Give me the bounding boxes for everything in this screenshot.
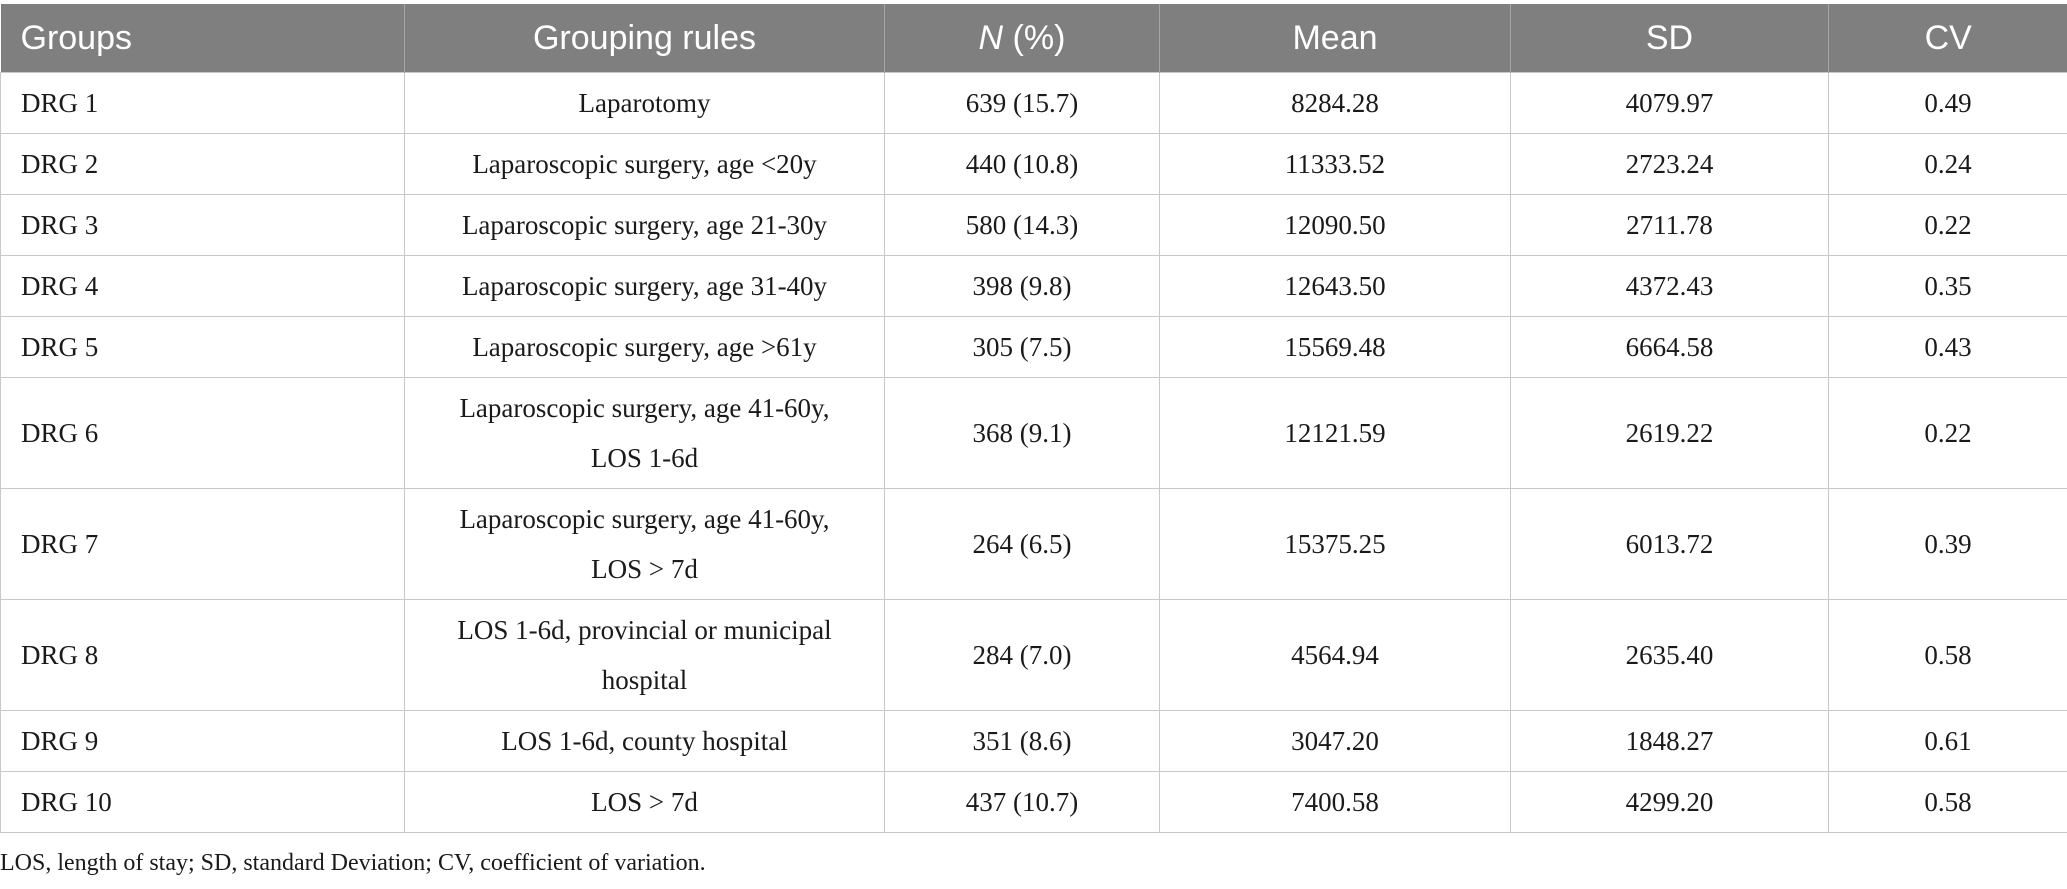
cell-mean: 12121.59 [1159,377,1511,489]
cell-rule: LOS 1-6d, county hospital [404,710,885,772]
cell-n: 580 (14.3) [884,194,1160,256]
cell-rule: Laparotomy [404,72,885,134]
cell-group: DRG 1 [0,72,405,134]
table-body: DRG 1 Laparotomy 639 (15.7) 8284.28 4079… [0,72,2067,833]
cell-rule: LOS 1-6d, provincial or municipal hospita… [404,599,885,711]
cell-cv: 0.35 [1828,255,2067,317]
cell-rule-line2: LOS > 7d [591,554,698,584]
cell-n: 351 (8.6) [884,710,1160,772]
cell-n: 639 (15.7) [884,72,1160,134]
cell-rule: Laparoscopic surgery, age 21-30y [404,194,885,256]
table-row: DRG 2 Laparoscopic surgery, age <20y 440… [0,133,2067,195]
cell-n: 437 (10.7) [884,771,1160,833]
cell-cv: 0.61 [1828,710,2067,772]
cell-cv: 0.43 [1828,316,2067,378]
table-row: DRG 4 Laparoscopic surgery, age 31-40y 3… [0,255,2067,317]
cell-rule-line2: LOS 1-6d [590,443,699,473]
table-footnote: LOS, length of stay; SD, standard Deviat… [0,850,706,876]
cell-mean: 12643.50 [1159,255,1511,317]
cell-mean: 7400.58 [1159,771,1511,833]
cell-n: 284 (7.0) [884,599,1160,711]
cell-rule-line1: Laparoscopic surgery, age 41-60y, [459,504,830,534]
drg-table: Groups Grouping rules N (%) Mean SD CV D… [0,4,2067,833]
cell-group: DRG 3 [0,194,405,256]
table-row: DRG 5 Laparoscopic surgery, age >61y 305… [0,316,2067,378]
cell-sd: 2723.24 [1510,133,1829,195]
cell-rule-line1: Laparoscopic surgery, age 41-60y, [459,393,830,423]
cell-rule: Laparoscopic surgery, age <20y [404,133,885,195]
cell-n: 440 (10.8) [884,133,1160,195]
cell-mean: 4564.94 [1159,599,1511,711]
table-row: DRG 6 Laparoscopic surgery, age 41-60y, L… [0,377,2067,489]
cell-sd: 2619.22 [1510,377,1829,489]
header-n-symbol: N [978,18,1004,57]
drg-table-container: Groups Grouping rules N (%) Mean SD CV D… [0,4,2067,833]
cell-mean: 12090.50 [1159,194,1511,256]
table-row: DRG 7 Laparoscopic surgery, age 41-60y, L… [0,488,2067,600]
cell-group: DRG 2 [0,133,405,195]
cell-mean: 3047.20 [1159,710,1511,772]
cell-mean: 15569.48 [1159,316,1511,378]
cell-rule-line2: hospital [601,665,688,695]
cell-sd: 2635.40 [1510,599,1829,711]
cell-cv: 0.39 [1828,488,2067,600]
cell-sd: 2711.78 [1510,194,1829,256]
cell-sd: 4372.43 [1510,255,1829,317]
cell-sd: 6664.58 [1510,316,1829,378]
cell-sd: 1848.27 [1510,710,1829,772]
cell-group: DRG 7 [0,488,405,600]
cell-rule: Laparoscopic surgery, age 31-40y [404,255,885,317]
cell-mean: 15375.25 [1159,488,1511,600]
cell-rule: Laparoscopic surgery, age >61y [404,316,885,378]
header-n-percent: N (%) [884,4,1160,73]
header-groups: Groups [0,4,405,73]
cell-rule: Laparoscopic surgery, age 41-60y, LOS > 7… [404,488,885,600]
cell-mean: 8284.28 [1159,72,1511,134]
cell-rule: Laparoscopic surgery, age 41-60y, LOS 1-6… [404,377,885,489]
cell-n: 264 (6.5) [884,488,1160,600]
cell-group: DRG 9 [0,710,405,772]
table-row: DRG 10 LOS > 7d 437 (10.7) 7400.58 4299.… [0,771,2067,833]
cell-group: DRG 6 [0,377,405,489]
header-sd: SD [1510,4,1829,73]
cell-n: 398 (9.8) [884,255,1160,317]
header-cv: CV [1828,4,2067,73]
cell-group: DRG 8 [0,599,405,711]
cell-mean: 11333.52 [1159,133,1511,195]
cell-group: DRG 5 [0,316,405,378]
cell-n: 368 (9.1) [884,377,1160,489]
header-mean: Mean [1159,4,1511,73]
header-grouping-rules: Grouping rules [404,4,885,73]
cell-sd: 4299.20 [1510,771,1829,833]
cell-group: DRG 4 [0,255,405,317]
cell-cv: 0.49 [1828,72,2067,134]
cell-rule: LOS > 7d [404,771,885,833]
header-n-percent-suffix: (%) [1003,18,1066,57]
cell-sd: 4079.97 [1510,72,1829,134]
cell-sd: 6013.72 [1510,488,1829,600]
table-header: Groups Grouping rules N (%) Mean SD CV [0,4,2067,73]
cell-cv: 0.58 [1828,771,2067,833]
cell-cv: 0.58 [1828,599,2067,711]
table-row: DRG 3 Laparoscopic surgery, age 21-30y 5… [0,194,2067,256]
header-row: Groups Grouping rules N (%) Mean SD CV [0,4,2067,73]
cell-cv: 0.22 [1828,377,2067,489]
table-row: DRG 9 LOS 1-6d, county hospital 351 (8.6… [0,710,2067,772]
table-row: DRG 1 Laparotomy 639 (15.7) 8284.28 4079… [0,72,2067,134]
table-row: DRG 8 LOS 1-6d, provincial or municipal h… [0,599,2067,711]
cell-cv: 0.22 [1828,194,2067,256]
cell-cv: 0.24 [1828,133,2067,195]
cell-group: DRG 10 [0,771,405,833]
cell-rule-line1: LOS 1-6d, provincial or municipal [457,615,832,645]
cell-n: 305 (7.5) [884,316,1160,378]
